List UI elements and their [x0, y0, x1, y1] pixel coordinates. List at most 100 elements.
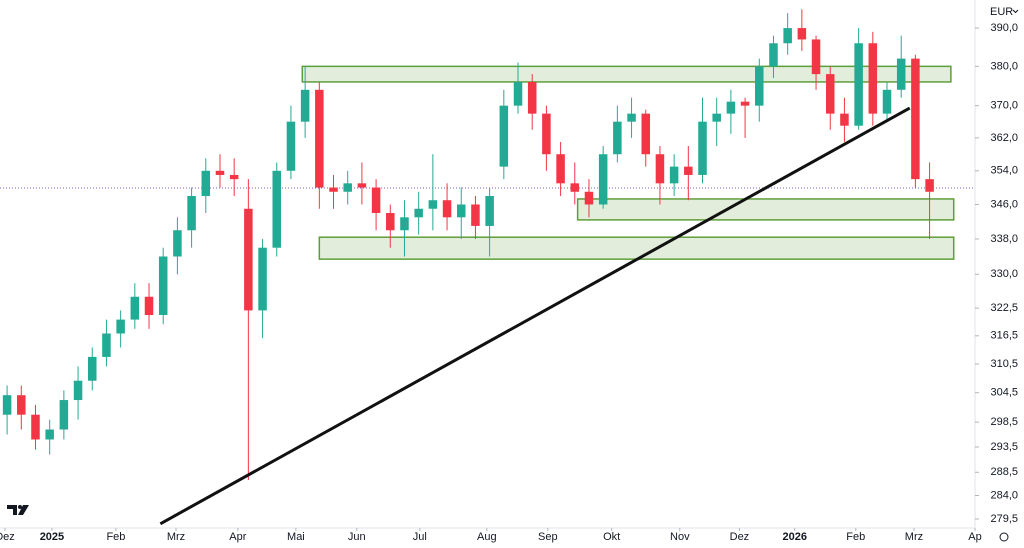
candle-body	[286, 121, 296, 171]
logo-part	[7, 505, 17, 515]
candle-body	[755, 66, 764, 106]
currency-label[interactable]: EUR	[990, 6, 1013, 18]
x-tick-label: Mrz	[905, 531, 923, 543]
candle-body	[2, 395, 12, 415]
x-tick-label: Aug	[477, 531, 497, 543]
candle-body	[598, 154, 608, 205]
y-tick-label: 316,5	[990, 330, 1018, 342]
candle-body	[542, 113, 551, 155]
y-tick-label: 279,5	[990, 513, 1018, 525]
candle-body	[442, 200, 452, 218]
candle-body	[584, 191, 594, 205]
logo-part	[18, 505, 22, 509]
candle-body	[73, 380, 83, 401]
candle-body	[669, 166, 679, 184]
y-tick-label: 293,5	[990, 441, 1018, 453]
candle-body	[684, 166, 693, 175]
candle-body	[329, 187, 338, 192]
candle-body	[811, 39, 821, 75]
candle-body	[45, 429, 54, 440]
candle-body	[868, 43, 878, 114]
candle-body	[840, 113, 849, 126]
candle-body	[272, 170, 282, 248]
x-tick-label: Nov	[670, 531, 690, 543]
y-tick-label: 390,0	[990, 22, 1018, 34]
y-tick-label: 354,0	[990, 165, 1018, 177]
candle-body	[896, 58, 906, 90]
candle-body	[300, 89, 310, 122]
x-tick-label: 2026	[783, 531, 807, 543]
candle-body	[769, 43, 778, 67]
candle-body	[116, 319, 125, 334]
x-tick-label: Dez	[0, 531, 15, 543]
zone	[576, 198, 955, 221]
candle-body	[244, 208, 253, 311]
x-tick-label: Jun	[348, 531, 366, 543]
candle-body	[513, 81, 523, 106]
candle-body	[627, 113, 636, 122]
y-tick-label: 380,0	[990, 60, 1018, 72]
candle-body	[783, 28, 792, 44]
candle-body	[173, 230, 182, 257]
dropdown-icon[interactable]	[1012, 9, 1019, 14]
candle-body	[357, 183, 367, 188]
y-tick-label: 288,5	[990, 466, 1018, 478]
candle-body	[655, 154, 665, 184]
y-tick-label: 338,0	[990, 233, 1018, 245]
logo	[7, 505, 29, 515]
candle-body	[215, 170, 225, 175]
currency-button[interactable]: EUR	[990, 6, 1019, 18]
candle-body	[315, 89, 324, 188]
candle-body	[59, 400, 69, 430]
x-tick-label: Jul	[413, 531, 427, 543]
candle-body	[130, 296, 140, 320]
candle-body	[925, 179, 934, 192]
y-tick-label: 304,5	[990, 387, 1018, 399]
x-tick-label: Sep	[538, 531, 558, 543]
candle-body	[485, 195, 494, 226]
candle-body	[144, 296, 154, 315]
candle-body	[343, 183, 352, 192]
x-tick-label: Okt	[603, 531, 620, 543]
x-tick-label: Mai	[287, 531, 305, 543]
x-tick-label: Feb	[846, 531, 865, 543]
x-tick-label: Mrz	[167, 531, 185, 543]
x-tick-label: Feb	[106, 531, 125, 543]
candle-body	[556, 154, 565, 184]
candle-body	[726, 101, 736, 114]
zone	[301, 65, 952, 83]
plot-area	[0, 9, 975, 526]
candle-body	[456, 204, 466, 218]
candle-body	[258, 247, 267, 311]
settings-icon[interactable]	[999, 532, 1009, 542]
candle-body	[527, 81, 537, 114]
candle-body	[797, 28, 807, 40]
candle-body	[414, 208, 423, 218]
candle-body	[740, 101, 750, 106]
settings-button[interactable]	[999, 532, 1009, 542]
candle-body	[698, 121, 707, 175]
candle-body	[87, 356, 97, 381]
candle-body	[882, 89, 892, 114]
candle-body	[201, 170, 211, 196]
x-tick-label: Apr	[229, 531, 246, 543]
candle-body	[187, 195, 196, 231]
y-tick-label: 284,0	[990, 489, 1018, 501]
x-tick-label: 2025	[40, 531, 64, 543]
y-tick-label: 362,0	[990, 132, 1018, 144]
y-tick-label: 298,5	[990, 416, 1018, 428]
candle-body	[400, 217, 409, 231]
candle-body	[911, 58, 920, 180]
zone	[318, 236, 955, 260]
y-tick-label: 346,0	[990, 198, 1018, 210]
y-tick-label: 370,0	[990, 100, 1018, 112]
candle-body	[854, 43, 863, 126]
candle-body	[471, 204, 480, 226]
candle-body	[158, 256, 168, 315]
x-tick-label: Dez	[730, 531, 750, 543]
candle-body	[17, 395, 26, 415]
logo-part	[18, 505, 29, 515]
y-tick-label: 330,0	[990, 268, 1018, 280]
